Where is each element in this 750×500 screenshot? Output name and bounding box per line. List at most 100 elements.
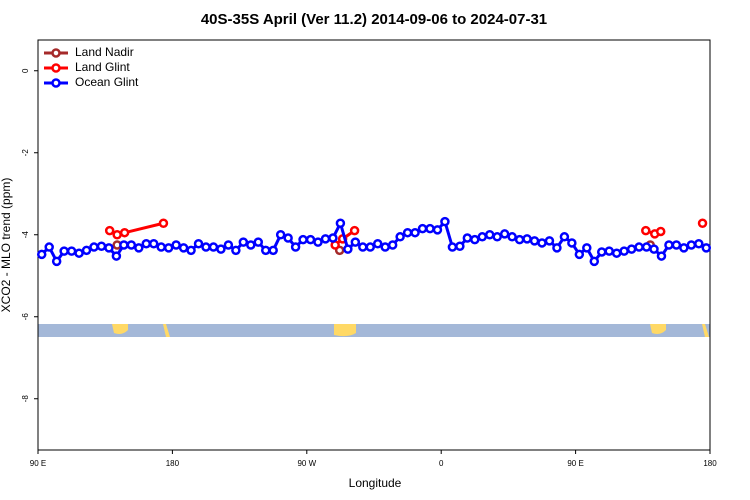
data-point: [51, 256, 62, 267]
data-point: [104, 225, 115, 236]
data-point: [589, 256, 600, 267]
data-point: [290, 242, 301, 252]
y-tick-label: 0: [21, 68, 30, 73]
data-point: [671, 240, 682, 250]
data-point: [395, 232, 405, 242]
data-point: [365, 242, 376, 252]
data-point: [380, 242, 390, 252]
data-point: [268, 245, 278, 256]
data-point: [119, 240, 129, 250]
data-point: [552, 243, 562, 253]
data-point: [417, 223, 428, 234]
x-tick-label: 90 W: [297, 459, 316, 468]
x-tick-label: 90 E: [567, 459, 583, 468]
data-point: [582, 243, 592, 253]
data-point: [36, 249, 47, 260]
data-point: [328, 233, 338, 243]
data-point: [163, 243, 174, 253]
data-point: [470, 234, 480, 245]
data-point: [544, 236, 555, 246]
y-tick-label: -8: [21, 395, 30, 403]
data-point: [231, 245, 241, 256]
data-point: [349, 225, 360, 236]
data-point: [701, 243, 712, 253]
data-point: [81, 245, 92, 256]
data-point: [313, 237, 323, 247]
data-point: [567, 238, 577, 248]
data-point: [350, 237, 361, 247]
data-point: [619, 246, 629, 256]
data-point: [514, 234, 525, 245]
data-point: [679, 243, 689, 253]
data-point: [44, 242, 54, 252]
data-point: [320, 234, 331, 244]
data-point: [604, 246, 614, 256]
data-point: [499, 229, 510, 239]
data-point: [402, 227, 413, 238]
data-point: [208, 242, 219, 252]
x-tick-label: 180: [703, 459, 717, 468]
data-point: [335, 218, 346, 229]
data-point: [186, 245, 196, 256]
data-point: [112, 230, 122, 240]
data-point: [238, 237, 249, 247]
data-point: [492, 232, 502, 242]
data-point: [686, 240, 697, 250]
data-point: [447, 242, 458, 252]
legend-label: Ocean Glint: [75, 75, 139, 89]
chart-title: 40S-35S April (Ver 11.2) 2014-09-06 to 2…: [201, 11, 547, 28]
data-point: [156, 242, 166, 252]
data-point: [158, 218, 169, 229]
data-point: [649, 244, 659, 254]
legend-marker: [51, 63, 61, 73]
data-point: [522, 234, 532, 244]
data-point: [626, 244, 637, 254]
data-point: [193, 239, 204, 249]
data-point: [387, 240, 398, 250]
data-point: [148, 239, 159, 249]
data-point: [664, 240, 674, 250]
legend-marker: [51, 78, 61, 88]
data-point: [134, 243, 144, 253]
data-point: [104, 243, 114, 253]
land-strip: [38, 324, 710, 337]
data-point: [641, 225, 651, 236]
data-point: [343, 244, 353, 254]
data-point: [74, 248, 84, 258]
data-point: [537, 238, 547, 248]
data-point: [507, 232, 517, 242]
data-point: [298, 234, 308, 245]
data-point: [66, 246, 77, 256]
data-point: [611, 248, 622, 258]
data-point: [358, 242, 368, 252]
data-point: [559, 232, 570, 242]
legend-label: Land Glint: [75, 60, 130, 74]
data-point: [111, 251, 122, 261]
data-point: [477, 232, 488, 242]
data-point: [641, 242, 652, 252]
data-point: [201, 242, 211, 252]
x-tick-label: 90 E: [30, 459, 46, 468]
data-point: [440, 216, 450, 227]
data-point: [171, 240, 181, 250]
data-point: [462, 233, 473, 243]
data-point: [59, 246, 69, 256]
data-point: [305, 234, 316, 245]
data-point: [432, 225, 443, 235]
data-point: [656, 251, 667, 261]
legend-marker: [51, 48, 61, 58]
y-axis-label: XCO2 - MLO trend (ppm): [0, 178, 13, 313]
data-point: [141, 239, 152, 249]
data-point: [246, 240, 256, 250]
data-point: [216, 244, 226, 254]
data-point: [655, 226, 666, 237]
data-point: [529, 236, 540, 246]
data-point: [455, 241, 465, 251]
legend-label: Land Nadir: [75, 45, 134, 59]
data-point: [634, 242, 644, 252]
y-tick-label: -2: [21, 149, 30, 157]
data-point: [283, 233, 293, 243]
data-point: [89, 242, 99, 252]
data-point: [694, 239, 704, 249]
